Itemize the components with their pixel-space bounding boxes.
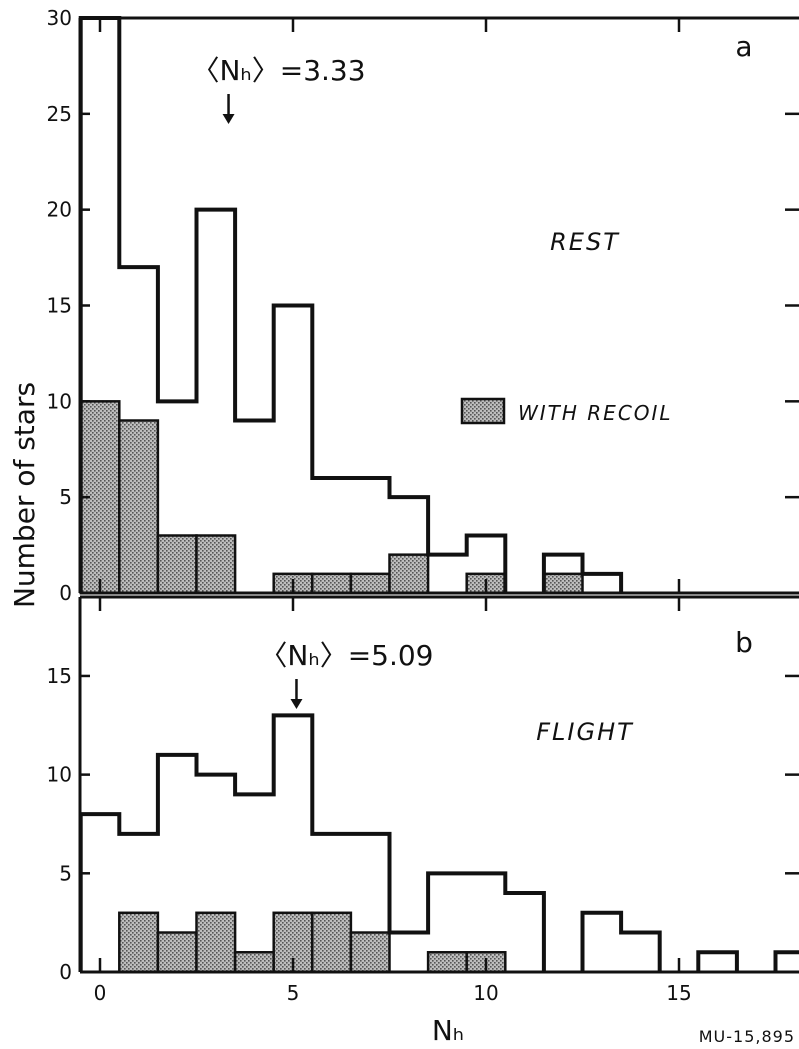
y-tick-label-15: 15	[47, 664, 72, 688]
y-tick-label-15: 15	[47, 294, 72, 318]
legend-swatch	[460, 397, 506, 425]
recoil-bar-12	[542, 572, 584, 595]
mean-arrow-head-b	[290, 699, 303, 709]
panel-b-flight: 0 5 10 15 b FLIGHT 〈Nₕ〉=5.09 0 5 10 15 Nₕ	[47, 595, 799, 1047]
y-tick-label-5: 5	[59, 485, 72, 509]
legend-label: WITH RECOIL	[518, 401, 673, 425]
series-label-flight: FLIGHT	[536, 718, 634, 746]
mean-label-b: 〈Nₕ〉=5.09	[259, 639, 433, 672]
recoil-bar-7	[349, 572, 391, 595]
y-tick-label-30: 30	[47, 6, 72, 30]
mean-label-a: 〈Nₕ〉=3.33	[191, 54, 365, 87]
recoil-bar-2	[156, 534, 198, 595]
x-tick-label-10: 10	[473, 981, 498, 1005]
shared-labels: MU-15,895	[699, 1027, 795, 1046]
y-tick-label-5: 5	[59, 861, 72, 885]
recoil-bar-8	[388, 553, 430, 595]
y-tick-label-25: 25	[47, 102, 72, 126]
total-histogram-line	[78, 16, 624, 593]
x-tick-label-15: 15	[666, 981, 691, 1005]
panel-a-rest: 0 5 10 15 20 25 30 a REST 〈Nₕ〉=3.33 WITH RECOIL Num…	[8, 6, 799, 608]
y-tick-label-0: 0	[59, 581, 72, 605]
y-tick-label-10: 10	[47, 763, 72, 787]
recoil-bar-1	[118, 419, 160, 595]
y-tick-label-0: 0	[59, 960, 72, 984]
mean-arrow-head-a	[222, 114, 235, 124]
recoil-bar-9	[426, 951, 468, 974]
y-tick-label-10: 10	[47, 389, 72, 413]
total-histogram-line	[78, 713, 799, 972]
recoil-bar-2	[156, 931, 198, 974]
x-axis-title: Nₕ	[432, 1014, 464, 1047]
recoil-bar-7	[349, 931, 391, 974]
recoil-bar-3	[195, 534, 237, 595]
recoil-bar-3	[195, 911, 237, 974]
panel-letter-b: b	[735, 626, 753, 659]
series-label-rest: REST	[550, 228, 620, 256]
recoil-bar-4	[233, 951, 275, 974]
recoil-bar-1	[118, 911, 160, 974]
panel-letter-a: a	[735, 30, 752, 63]
x-tick-label-0: 0	[94, 981, 107, 1005]
y-tick-label-20: 20	[47, 198, 72, 222]
recoil-bar-6	[311, 572, 353, 595]
recoil-bar-6	[311, 911, 353, 974]
figure-id: MU-15,895	[699, 1027, 795, 1046]
y-axis-title: Number of stars	[8, 382, 41, 608]
x-tick-label-5: 5	[287, 981, 300, 1005]
